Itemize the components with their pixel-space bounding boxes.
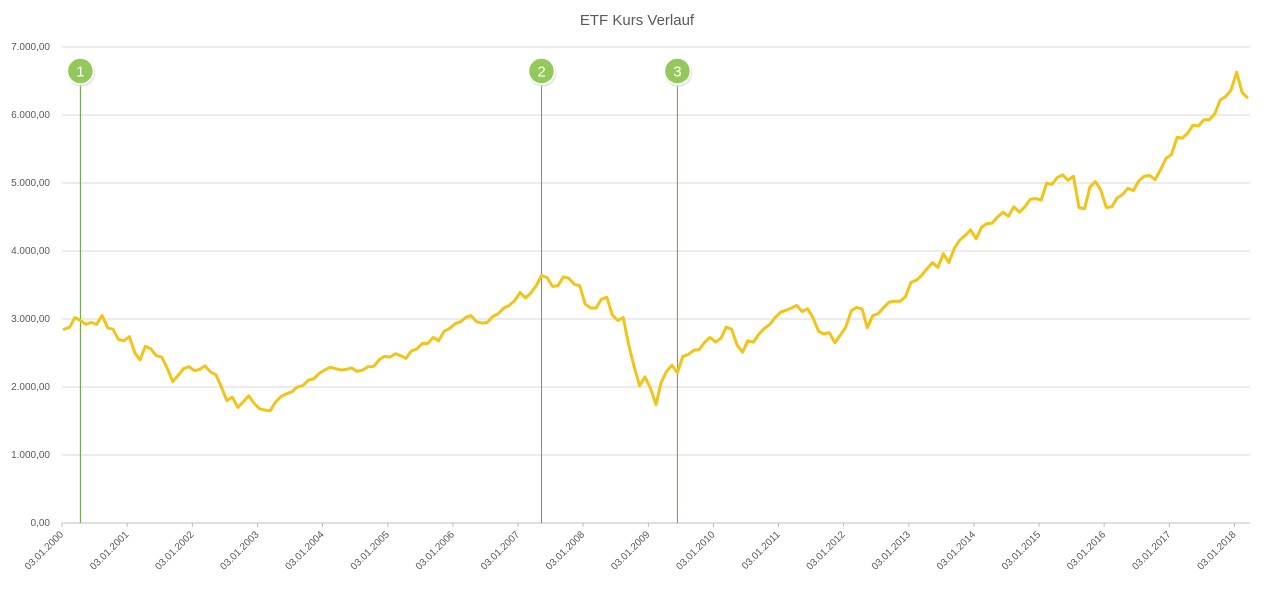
event-marker-dot — [663, 57, 692, 85]
y-tick-label: 2.000,00 — [11, 382, 50, 393]
event-marker-lines — [79, 84, 678, 523]
y-tick-label: 3.000,00 — [11, 314, 50, 325]
event-marker-label: 2 — [537, 64, 545, 81]
y-tick-label: 4.000,00 — [11, 246, 50, 257]
y-axis: 0,00 1.000,00 2.000,00 3.000,00 4.000,00 5.00… — [11, 42, 50, 529]
x-tick-label: 03.01.2007 — [479, 529, 522, 572]
event-marker-label: 3 — [673, 64, 681, 81]
y-tick-label: 6.000,00 — [11, 110, 50, 121]
event-marker: 1 — [66, 57, 96, 87]
event-marker-dot — [527, 57, 556, 85]
x-tick-label: 03.01.2004 — [283, 529, 326, 572]
series-line — [62, 70, 1249, 413]
x-tick-label: 03.01.2003 — [218, 529, 261, 572]
x-axis: 03.01.2000 03.01.2001 03.01.2002 03.01.2003… — [23, 523, 1239, 573]
event-marker-label: 1 — [76, 64, 84, 81]
y-tick-label: 5.000,00 — [11, 178, 50, 189]
chart-title: ETF Kurs Verlauf — [580, 12, 695, 29]
x-tick-label: 03.01.2001 — [88, 529, 131, 572]
x-tick-label: 03.01.2008 — [544, 529, 587, 572]
x-tick-label: 03.01.2015 — [1000, 529, 1043, 572]
event-marker: 3 — [663, 57, 693, 87]
x-tick-label: 03.01.2016 — [1065, 529, 1108, 572]
event-marker-dot — [66, 57, 95, 85]
grid — [62, 46, 1250, 524]
x-tick-label: 03.01.2002 — [153, 529, 196, 572]
y-tick-label: 7.000,00 — [11, 42, 50, 53]
x-tick-label: 03.01.2000 — [23, 529, 66, 572]
x-tick-label: 03.01.2005 — [349, 529, 392, 572]
event-marker: 2 — [527, 57, 557, 87]
x-tick-label: 03.01.2014 — [935, 529, 978, 572]
y-tick-label: 0,00 — [31, 518, 51, 529]
series-layer — [62, 70, 1249, 413]
y-tick-label: 1.000,00 — [11, 450, 50, 461]
x-tick-label: 03.01.2018 — [1195, 529, 1238, 572]
x-tick-label: 03.01.2006 — [414, 529, 457, 572]
x-tick-label: 03.01.2011 — [740, 529, 783, 572]
x-tick-label: 03.01.2012 — [805, 529, 848, 572]
x-tick-label: 03.01.2013 — [870, 529, 913, 572]
x-tick-label: 03.01.2017 — [1130, 529, 1173, 572]
x-tick-label: 03.01.2009 — [609, 529, 652, 572]
event-markers: 1 2 3 — [66, 57, 693, 87]
x-tick-label: 03.01.2010 — [674, 529, 717, 572]
